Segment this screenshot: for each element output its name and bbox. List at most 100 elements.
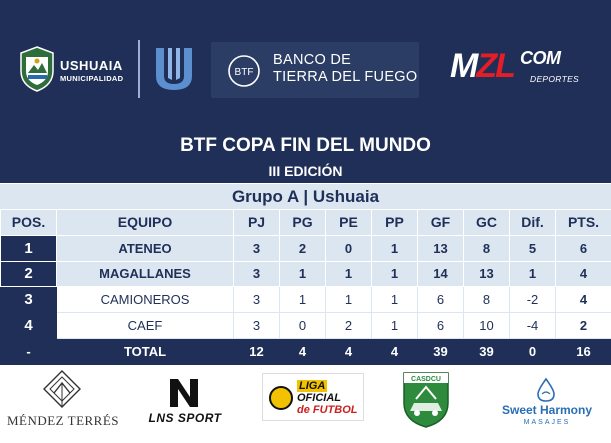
mzl-logo: MZL COM DEPORTES <box>450 44 595 98</box>
row-pg: 1 <box>279 260 326 288</box>
total-pe: 4 <box>325 337 372 365</box>
row-pos: 3 <box>0 286 57 314</box>
row-gc: 8 <box>463 286 510 314</box>
liga-line2: OFICIAL <box>297 392 341 404</box>
sweet-harmony-sub: MASAJES <box>523 419 571 426</box>
mendez-terres-logo: MÉNDEZ TERRÉS <box>4 365 122 443</box>
row-pp: 1 <box>371 260 418 288</box>
row-pe: 1 <box>325 286 372 314</box>
bank-mark-icon: BTF <box>228 55 260 87</box>
ushuaia-subtitle: MUNICIPALIDAD <box>60 74 124 83</box>
row-gf: 6 <box>417 312 464 339</box>
header-equipo: EQUIPO <box>56 209 234 236</box>
total-pp: 4 <box>371 337 418 365</box>
sponsor-footer: MÉNDEZ TERRÉS LNS SPORT LIGA OFICIAL de … <box>0 365 611 443</box>
total-pos: - <box>0 337 57 365</box>
mzl-letter-z: Z <box>476 47 497 85</box>
row-team: CAEF <box>56 312 234 339</box>
row-pj: 3 <box>233 312 280 339</box>
liga-ball-icon <box>269 386 293 410</box>
svg-text:BTF: BTF <box>235 67 254 78</box>
total-gc: 39 <box>463 337 510 365</box>
row-pj: 3 <box>233 260 280 288</box>
liga-line1: LIGA <box>297 380 328 392</box>
total-pg: 4 <box>279 337 326 365</box>
mendez-mark-icon <box>43 370 81 408</box>
row-gf: 14 <box>417 260 464 288</box>
row-gf: 6 <box>417 286 464 314</box>
row-gc: 8 <box>463 234 510 262</box>
bank-name-line2: TIERRA DEL FUEGO <box>273 69 418 85</box>
row-pe: 2 <box>325 312 372 339</box>
mzl-letter-m: M <box>450 47 478 85</box>
header-gf: GF <box>417 209 464 236</box>
mzl-com: COM <box>520 48 561 68</box>
row-pp: 1 <box>371 312 418 339</box>
header-gc: GC <box>463 209 510 236</box>
mzl-letter-l: L <box>495 47 516 85</box>
lns-sport-logo: LNS SPORT <box>140 365 230 443</box>
edition-title: III EDICIÓN <box>0 159 611 183</box>
svg-text:CASDCU: CASDCU <box>411 376 441 383</box>
table-header-row: POS. EQUIPO PJ PG PE PP GF GC Dif. PTS. <box>0 209 611 236</box>
sweet-harmony-logo: Sweet Harmony MASAJES <box>492 365 602 443</box>
mendez-name: MÉNDEZ TERRÉS <box>6 413 120 428</box>
row-pe: 0 <box>325 234 372 262</box>
table-row: 4 CAEF 3 0 2 1 6 10 -4 2 <box>0 312 611 339</box>
standings-table: POS. EQUIPO PJ PG PE PP GF GC Dif. PTS. … <box>0 209 611 365</box>
table-row: 2 MAGALLANES 3 1 1 1 14 13 1 4 <box>0 260 611 288</box>
row-dif: 5 <box>509 234 556 262</box>
row-pj: 3 <box>233 234 280 262</box>
row-team: ATENEO <box>56 234 234 262</box>
header-pj: PJ <box>233 209 280 236</box>
total-row: - TOTAL 12 4 4 4 39 39 0 16 <box>0 337 611 365</box>
water-drop-icon <box>537 377 555 402</box>
row-team: MAGALLANES <box>56 260 234 288</box>
bank-logo: BTF BANCO DE TIERRA DEL FUEGO <box>211 42 419 98</box>
group-title: Grupo A | Ushuaia <box>0 183 611 209</box>
ushuaia-logo: USHUAIA MUNICIPALIDAD <box>18 45 138 93</box>
header-pp: PP <box>371 209 418 236</box>
lns-mark-icon <box>170 379 198 407</box>
banner-divider <box>138 40 140 98</box>
row-pos: 1 <box>0 234 57 262</box>
row-pg: 0 <box>279 312 326 339</box>
tournament-title: BTF COPA FIN DEL MUNDO <box>0 132 611 159</box>
row-pg: 2 <box>279 234 326 262</box>
header-pts: PTS. <box>555 209 611 236</box>
row-pe: 1 <box>325 260 372 288</box>
row-pp: 1 <box>371 234 418 262</box>
casdcu-shield-icon: CASDCU <box>403 372 449 428</box>
row-pts: 4 <box>555 260 611 288</box>
row-pj: 3 <box>233 286 280 314</box>
ushuaia-emblem-icon <box>20 46 54 92</box>
row-dif: -4 <box>509 312 556 339</box>
header-pos: POS. <box>0 209 57 236</box>
row-pts: 6 <box>555 234 611 262</box>
table-row: 3 CAMIONEROS 3 1 1 1 6 8 -2 4 <box>0 286 611 314</box>
row-team: CAMIONEROS <box>56 286 234 314</box>
bank-name-line1: BANCO DE <box>273 52 352 68</box>
total-gf: 39 <box>417 337 464 365</box>
row-pg: 1 <box>279 286 326 314</box>
total-pts: 16 <box>555 337 611 365</box>
casdcu-logo: CASDCU <box>398 365 454 443</box>
header-pg: PG <box>279 209 326 236</box>
row-dif: -2 <box>509 286 556 314</box>
row-gf: 13 <box>417 234 464 262</box>
table-row: 1 ATENEO 3 2 0 1 13 8 5 6 <box>0 234 611 262</box>
row-pos: 2 <box>0 260 57 288</box>
lns-name: LNS SPORT <box>148 411 222 425</box>
total-label: TOTAL <box>56 337 234 365</box>
liga-oficial-logo: LIGA OFICIAL de FUTBOL <box>262 365 364 443</box>
row-dif: 1 <box>509 260 556 288</box>
mzl-deportes: DEPORTES <box>530 74 580 84</box>
row-gc: 10 <box>463 312 510 339</box>
row-pts: 2 <box>555 312 611 339</box>
u-logo-icon <box>156 48 192 90</box>
row-pts: 4 <box>555 286 611 314</box>
sponsor-banner: USHUAIA MUNICIPALIDAD BTF BANCO DE TIERR… <box>0 0 611 132</box>
header-pe: PE <box>325 209 372 236</box>
row-pp: 1 <box>371 286 418 314</box>
sweet-harmony-name: Sweet Harmony <box>501 403 593 417</box>
